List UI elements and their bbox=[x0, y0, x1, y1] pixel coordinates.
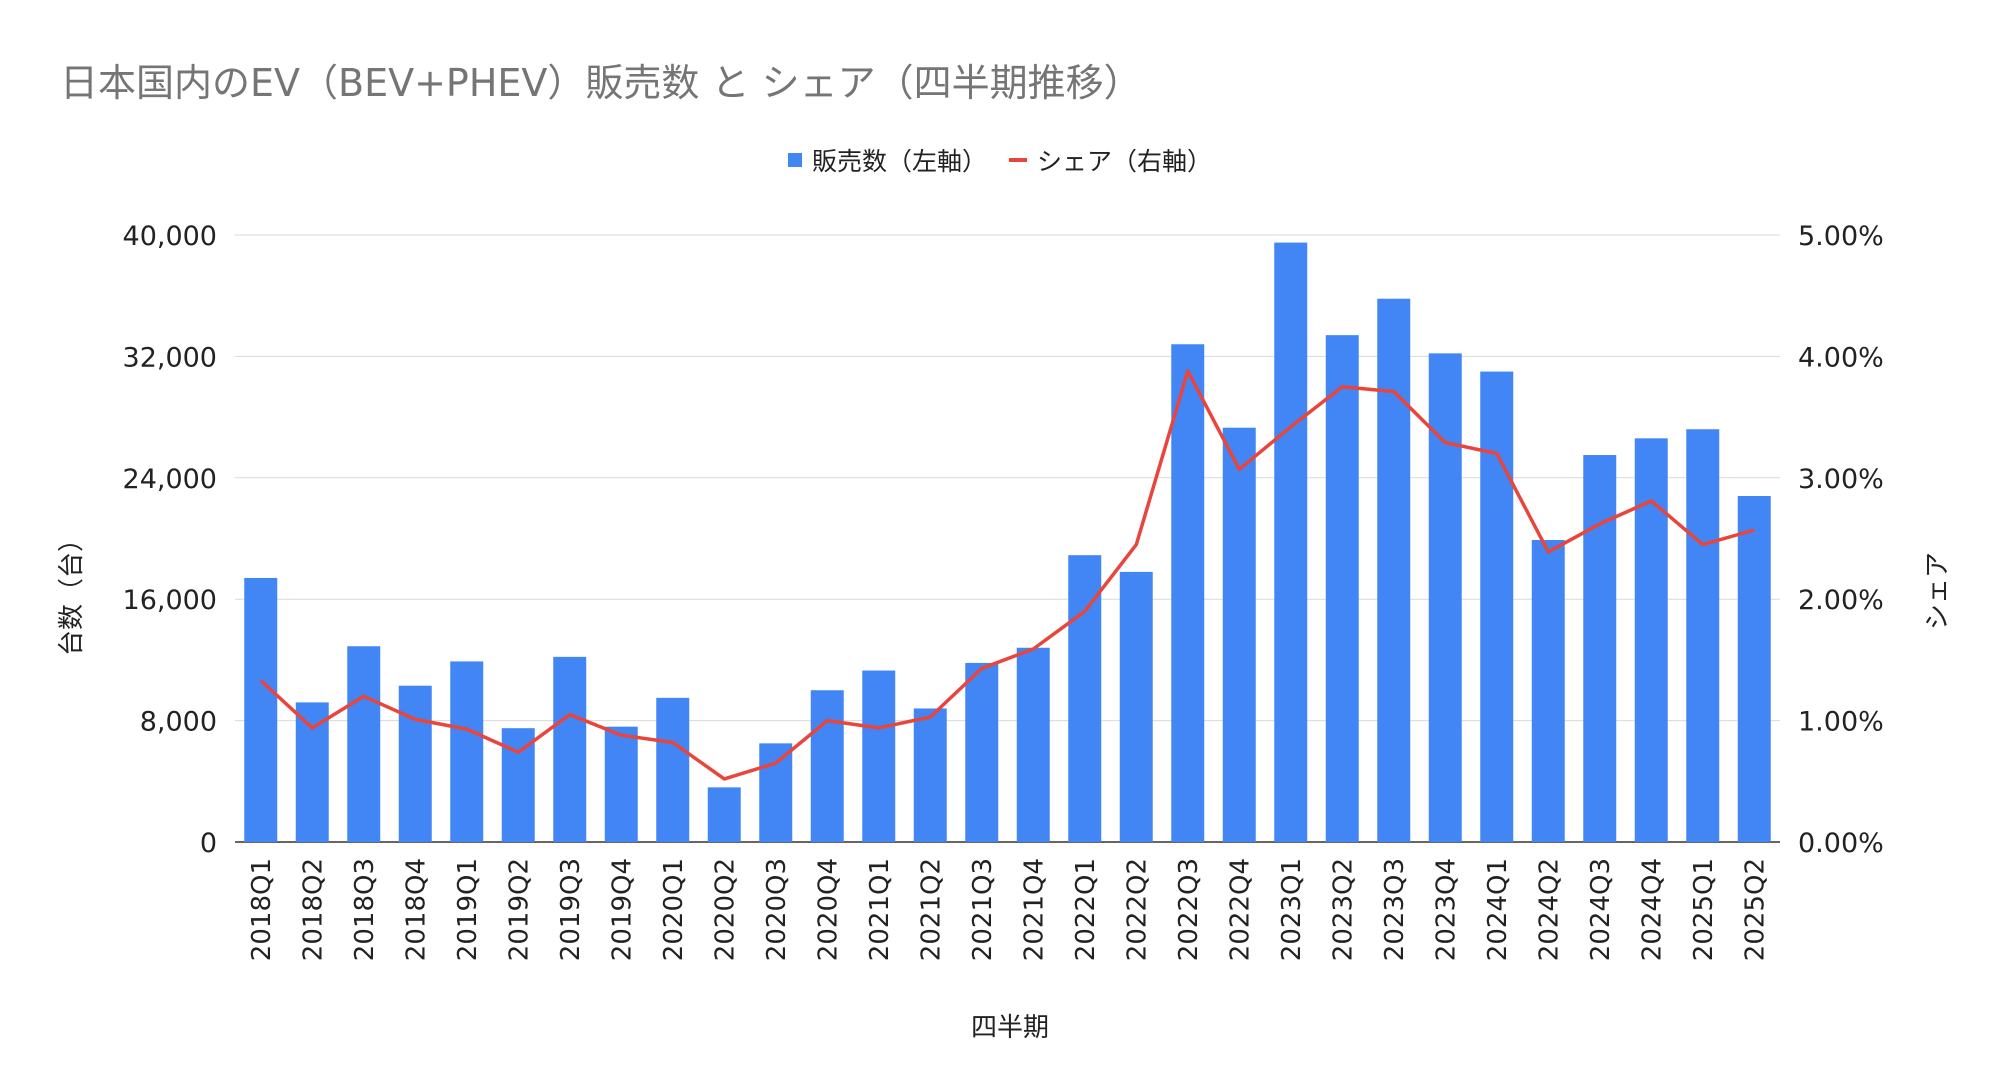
x-tick-label: 2018Q3 bbox=[350, 858, 380, 961]
x-tick-label: 2022Q1 bbox=[1071, 858, 1101, 961]
y2-tick-label: 2.00% bbox=[1798, 585, 1884, 616]
y2-tick-label: 4.00% bbox=[1798, 342, 1884, 373]
bar bbox=[347, 646, 381, 842]
legend-swatch-bar bbox=[787, 153, 802, 167]
x-tick-label: 2020Q3 bbox=[762, 858, 792, 961]
bar bbox=[1583, 455, 1617, 842]
x-tick-label: 2022Q2 bbox=[1122, 858, 1152, 961]
bar bbox=[244, 577, 278, 842]
bar bbox=[398, 685, 432, 842]
x-tick-label: 2018Q4 bbox=[401, 858, 431, 961]
y-tick-label: 16,000 bbox=[123, 585, 217, 616]
bar bbox=[1377, 298, 1411, 842]
x-tick-label: 2018Q1 bbox=[247, 858, 277, 961]
x-tick-label: 2019Q3 bbox=[556, 858, 586, 961]
y-tick-label: 0 bbox=[200, 828, 217, 859]
x-tick-label: 2023Q3 bbox=[1380, 858, 1410, 961]
x-tick-label: 2019Q1 bbox=[453, 858, 483, 961]
bar bbox=[707, 787, 741, 842]
bar bbox=[1634, 438, 1668, 842]
x-tick-label: 2021Q3 bbox=[968, 858, 998, 961]
bar bbox=[656, 697, 690, 842]
y-tick-label: 8,000 bbox=[140, 707, 217, 738]
y-tick-label: 24,000 bbox=[123, 464, 217, 495]
x-tick-label: 2019Q4 bbox=[607, 858, 637, 961]
x-tick-label: 2018Q2 bbox=[298, 858, 328, 961]
bar bbox=[1016, 647, 1050, 842]
x-tick-label: 2021Q4 bbox=[1019, 858, 1049, 961]
legend-label-line: シェア（右軸） bbox=[1037, 147, 1213, 176]
x-tick-label: 2020Q1 bbox=[659, 858, 689, 961]
x-tick-label: 2025Q1 bbox=[1689, 858, 1719, 961]
bar bbox=[553, 656, 587, 842]
x-axis-label: 四半期 bbox=[971, 1013, 1049, 1043]
x-tick-label: 2024Q2 bbox=[1534, 858, 1564, 961]
y-axis-left: 0 8,000 16,000 24,000 32,000 40,000 bbox=[123, 221, 217, 859]
x-tick-label: 2023Q1 bbox=[1277, 858, 1307, 961]
x-tick-label: 2021Q1 bbox=[865, 858, 895, 961]
y-tick-label: 40,000 bbox=[123, 221, 217, 252]
chart-title: 日本国内のEV（BEV+PHEV）販売数 と シェア（四半期推移） bbox=[60, 61, 1142, 105]
bar bbox=[1531, 540, 1565, 842]
bar bbox=[810, 690, 844, 842]
bar bbox=[1325, 335, 1359, 842]
legend-item-line: シェア（右軸） bbox=[1009, 142, 1212, 178]
x-tick-label: 2022Q4 bbox=[1225, 858, 1255, 961]
bar bbox=[1686, 429, 1720, 842]
x-tick-label: 2019Q2 bbox=[504, 858, 534, 961]
share-line bbox=[259, 369, 1755, 781]
x-tick-label: 2024Q1 bbox=[1483, 858, 1513, 961]
bar-series bbox=[244, 242, 1771, 842]
bar bbox=[965, 662, 999, 842]
bar bbox=[1068, 555, 1102, 842]
bar bbox=[1428, 353, 1462, 842]
bar bbox=[450, 661, 484, 842]
legend-label-bar: 販売数（左軸） bbox=[811, 147, 987, 176]
x-tick-label: 2022Q3 bbox=[1174, 858, 1204, 961]
legend-item-bar: 販売数（左軸） bbox=[787, 142, 987, 178]
bar bbox=[759, 743, 793, 842]
y-axis-right: 0.00% 1.00% 2.00% 3.00% 4.00% 5.00% bbox=[1798, 221, 1884, 859]
bar bbox=[862, 670, 896, 842]
bar bbox=[1737, 496, 1771, 842]
grid bbox=[235, 234, 1780, 843]
y2-tick-label: 5.00% bbox=[1798, 221, 1884, 252]
legend: 販売数（左軸） シェア（右軸） bbox=[0, 142, 2000, 178]
x-tick-label: 2023Q4 bbox=[1431, 858, 1461, 961]
bar bbox=[1119, 571, 1153, 842]
legend-swatch-line bbox=[1009, 158, 1027, 162]
y2-tick-label: 0.00% bbox=[1798, 828, 1884, 859]
y-tick-label: 32,000 bbox=[123, 342, 217, 373]
x-tick-label: 2024Q4 bbox=[1637, 858, 1667, 961]
bar bbox=[604, 726, 638, 842]
x-axis: 2018Q1 2018Q2 2018Q3 2018Q4 2019Q1 2019Q2 2019… bbox=[247, 858, 1771, 961]
bar bbox=[1480, 371, 1514, 842]
bar bbox=[913, 708, 947, 842]
bar bbox=[1171, 344, 1205, 842]
bar bbox=[1222, 427, 1256, 842]
x-tick-label: 2024Q3 bbox=[1586, 858, 1616, 961]
y2-tick-label: 1.00% bbox=[1798, 707, 1884, 738]
x-tick-label: 2020Q4 bbox=[813, 858, 843, 961]
x-tick-label: 2020Q2 bbox=[710, 858, 740, 961]
line-series bbox=[259, 369, 1755, 781]
x-tick-label: 2021Q2 bbox=[916, 858, 946, 961]
x-tick-label: 2025Q2 bbox=[1740, 858, 1770, 961]
bar bbox=[295, 702, 329, 842]
y2-axis-label: シェア bbox=[1923, 552, 1953, 630]
bar bbox=[1274, 242, 1308, 842]
y-axis-label: 台数（台） bbox=[57, 526, 87, 656]
x-tick-label: 2023Q2 bbox=[1328, 858, 1358, 961]
y2-tick-label: 3.00% bbox=[1798, 464, 1884, 495]
